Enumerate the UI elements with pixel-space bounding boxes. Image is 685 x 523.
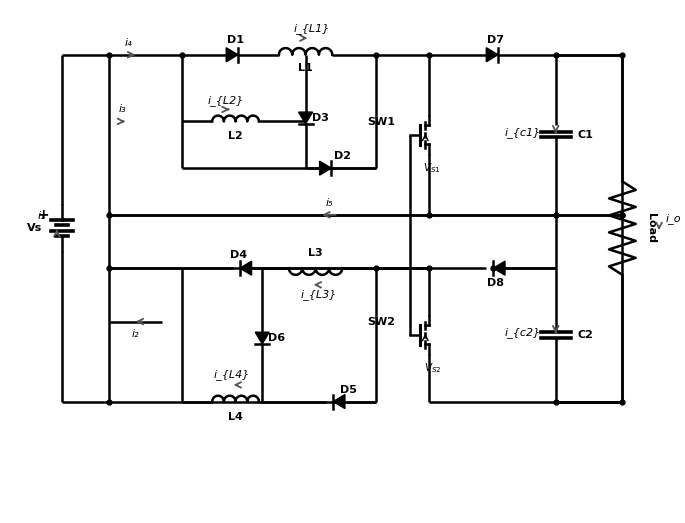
Text: D7: D7 <box>487 35 504 45</box>
Text: i₅: i₅ <box>325 198 333 208</box>
Text: D8: D8 <box>487 278 504 288</box>
Text: i_{c1}: i_{c1} <box>505 127 541 138</box>
Text: SW2: SW2 <box>367 316 395 327</box>
Text: i_o: i_o <box>666 213 682 224</box>
Text: D4: D4 <box>230 250 247 260</box>
Text: i_{L4}: i_{L4} <box>214 369 251 380</box>
Polygon shape <box>256 332 269 344</box>
Text: D6: D6 <box>269 333 286 343</box>
Text: L4: L4 <box>228 412 243 422</box>
Text: i_{L1}: i_{L1} <box>294 22 330 33</box>
Text: D2: D2 <box>334 151 351 161</box>
Text: i_{c2}: i_{c2} <box>505 327 541 338</box>
Text: D1: D1 <box>227 35 244 45</box>
Text: L2: L2 <box>228 131 243 141</box>
Text: i_{L3}: i_{L3} <box>301 289 337 300</box>
Polygon shape <box>240 261 251 275</box>
Text: i_{L2}: i_{L2} <box>208 95 244 106</box>
Polygon shape <box>493 261 505 275</box>
Text: L3: L3 <box>308 248 323 258</box>
Text: D5: D5 <box>340 384 358 394</box>
Text: $V_{S1}$: $V_{S1}$ <box>423 161 441 175</box>
Text: i₁: i₁ <box>38 211 45 221</box>
Text: i₃: i₃ <box>119 105 126 115</box>
Polygon shape <box>334 394 345 408</box>
Text: C1: C1 <box>577 130 593 140</box>
Text: L1: L1 <box>298 63 313 73</box>
Polygon shape <box>299 112 312 124</box>
Text: i₂: i₂ <box>132 328 139 338</box>
Text: i₄: i₄ <box>125 38 133 48</box>
Text: D3: D3 <box>312 113 329 123</box>
Text: C2: C2 <box>577 330 593 340</box>
Text: SW1: SW1 <box>367 117 395 127</box>
Polygon shape <box>320 161 332 175</box>
Text: +: + <box>38 208 49 222</box>
Text: Vs: Vs <box>27 223 42 233</box>
Polygon shape <box>486 48 498 62</box>
Text: Load: Load <box>646 213 656 243</box>
Polygon shape <box>226 48 238 62</box>
Text: $V_{S2}$: $V_{S2}$ <box>423 361 441 375</box>
